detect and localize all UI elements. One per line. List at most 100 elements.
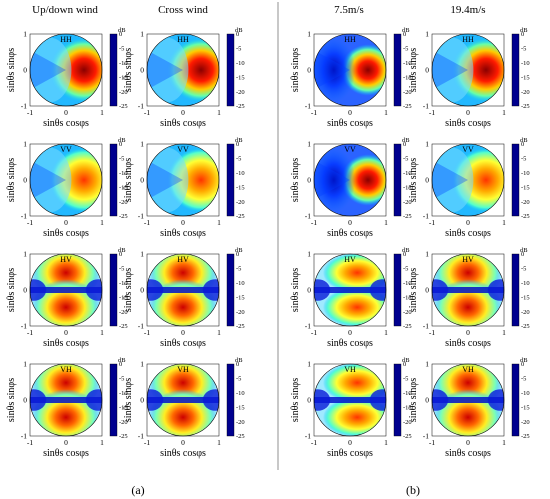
- colorbar-tick-label: -15: [236, 294, 245, 301]
- x-tick-label: 1: [217, 438, 221, 447]
- forward-lobe: [341, 154, 386, 206]
- colorbar-tick-label: -5: [403, 156, 408, 163]
- colorbar-tick-label: -15: [119, 294, 128, 301]
- edge-null: [147, 279, 164, 301]
- y-tick-label: 1: [23, 360, 27, 369]
- x-tick-label: -1: [429, 108, 435, 117]
- x-axis-label: sinθs cosφs: [160, 448, 206, 459]
- x-axis-label: sinθs cosφs: [327, 448, 373, 459]
- axes-box: [146, 33, 220, 107]
- edge-null: [202, 389, 219, 411]
- y-tick-label: -1: [423, 212, 429, 221]
- y-tick-label: 0: [425, 286, 429, 295]
- colorbar: [393, 33, 402, 107]
- colorbar-tick-label: -25: [403, 433, 412, 440]
- y-axis-label: sinθs sinφs: [408, 158, 419, 202]
- polar-heatmap: [30, 254, 102, 326]
- colorbar-tick-label: -5: [521, 156, 526, 163]
- x-tick-label: -1: [311, 218, 317, 227]
- subplot-title: VV: [60, 145, 72, 154]
- backward-region: [432, 147, 474, 213]
- y-tick-label: -1: [423, 102, 429, 111]
- x-tick-label: 0: [466, 218, 470, 227]
- subplot-title: HH: [462, 35, 474, 44]
- axes-box: [313, 33, 387, 107]
- y-axis-label: sinθs sinφs: [123, 158, 134, 202]
- colorbar: [393, 143, 402, 217]
- lower-lobe: [433, 279, 503, 326]
- y-axis-label: sinθs sinφs: [6, 268, 17, 312]
- colorbar-tick-label: 0: [236, 251, 239, 258]
- colorbar-tick-label: -25: [119, 103, 128, 110]
- x-tick-label: 0: [348, 108, 352, 117]
- colorbar-tick-label: -10: [236, 170, 245, 177]
- notch: [314, 50, 350, 90]
- edge-null: [85, 279, 102, 301]
- notch: [432, 50, 468, 90]
- colorbar: [511, 363, 520, 437]
- colorbar-tick-label: -10: [119, 170, 128, 177]
- x-axis-label: sinθs cosφs: [43, 448, 89, 459]
- colorbar-tick-label: 0: [521, 361, 524, 368]
- lower-lobe: [148, 279, 218, 326]
- polar-heatmap: [30, 144, 102, 216]
- colorbar-tick-label: -20: [521, 309, 530, 316]
- colorbar-tick-label: -25: [403, 213, 412, 220]
- null-band: [147, 397, 219, 403]
- x-tick-label: 1: [502, 438, 506, 447]
- backward-region: [147, 147, 189, 213]
- x-tick-label: 1: [502, 328, 506, 337]
- x-tick-label: 0: [466, 438, 470, 447]
- colorbar-unit: dB: [520, 27, 528, 34]
- colorbar-tick-label: -15: [521, 294, 530, 301]
- colorbar-tick-label: -10: [119, 390, 128, 397]
- colorbar-tick-label: -10: [521, 280, 530, 287]
- null-band: [432, 287, 504, 293]
- axes-box: [431, 143, 505, 217]
- y-tick-label: 1: [425, 30, 429, 39]
- x-tick-label: 1: [384, 108, 388, 117]
- backward-region: [147, 37, 189, 103]
- colorbar-tick-label: 0: [236, 141, 239, 148]
- y-tick-label: 1: [140, 250, 144, 259]
- y-tick-label: 1: [307, 140, 311, 149]
- colorbar-tick-label: -15: [521, 404, 530, 411]
- colorbar: [109, 253, 118, 327]
- y-tick-label: -1: [138, 432, 144, 441]
- lower-lobe: [148, 389, 218, 436]
- axes-box: [29, 363, 103, 437]
- notch: [147, 50, 183, 90]
- y-axis-label: sinθs sinφs: [408, 378, 419, 422]
- edge-null: [314, 389, 331, 411]
- subplot-title: HV: [177, 255, 189, 264]
- x-tick-label: 0: [466, 108, 470, 117]
- y-tick-label: 1: [140, 140, 144, 149]
- subplot-title: VH: [177, 365, 189, 374]
- y-axis-label: sinθs sinφs: [408, 48, 419, 92]
- y-tick-label: 0: [23, 66, 27, 75]
- subplot-title: VH: [60, 365, 72, 374]
- x-axis-label: sinθs cosφs: [160, 228, 206, 239]
- x-tick-label: 0: [181, 108, 185, 117]
- colorbar-unit: dB: [235, 247, 243, 254]
- y-tick-label: 0: [140, 286, 144, 295]
- colorbar-tick-label: -20: [119, 309, 128, 316]
- colorbar-tick-label: -10: [403, 170, 412, 177]
- column-title-7-5: 7.5m/s: [334, 4, 364, 16]
- colorbar: [226, 143, 235, 217]
- y-tick-label: 0: [140, 66, 144, 75]
- subplot-title: HH: [344, 35, 356, 44]
- colorbar-tick-label: 0: [521, 31, 524, 38]
- subplot-title: VV: [344, 145, 356, 154]
- polar-heatmap: [147, 364, 219, 436]
- colorbar-tick-label: -5: [236, 266, 241, 273]
- colorbar-unit: dB: [520, 247, 528, 254]
